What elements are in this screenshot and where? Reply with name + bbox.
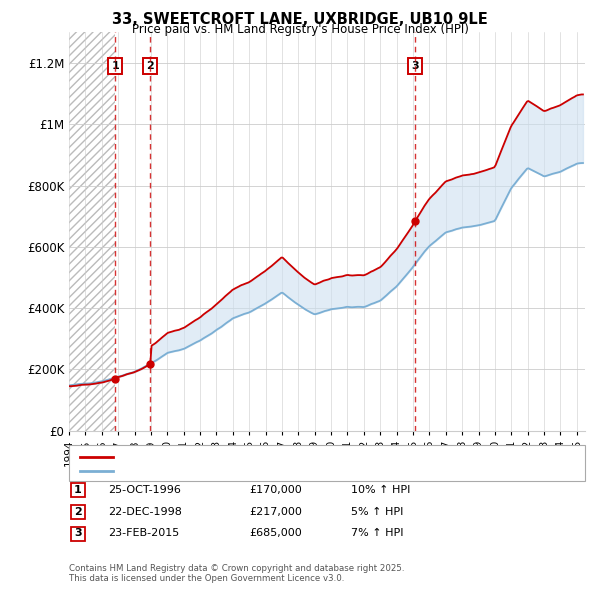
Text: 23-FEB-2015: 23-FEB-2015 xyxy=(108,529,179,538)
Text: 1: 1 xyxy=(112,61,119,71)
Text: £170,000: £170,000 xyxy=(249,485,302,494)
Text: 25-OCT-1996: 25-OCT-1996 xyxy=(108,485,181,494)
Text: Price paid vs. HM Land Registry's House Price Index (HPI): Price paid vs. HM Land Registry's House … xyxy=(131,23,469,36)
Bar xyxy=(69,32,115,431)
Text: 22-DEC-1998: 22-DEC-1998 xyxy=(108,507,182,516)
Text: 2: 2 xyxy=(146,61,154,71)
Text: 10% ↑ HPI: 10% ↑ HPI xyxy=(351,485,410,494)
Text: 7% ↑ HPI: 7% ↑ HPI xyxy=(351,529,404,538)
Text: 33, SWEETCROFT LANE, UXBRIDGE, UB10 9LE: 33, SWEETCROFT LANE, UXBRIDGE, UB10 9LE xyxy=(112,12,488,27)
Text: £685,000: £685,000 xyxy=(249,529,302,538)
Text: HPI: Average price, detached house, Hillingdon: HPI: Average price, detached house, Hill… xyxy=(120,466,365,476)
Text: 3: 3 xyxy=(412,61,419,71)
Text: Contains HM Land Registry data © Crown copyright and database right 2025.
This d: Contains HM Land Registry data © Crown c… xyxy=(69,563,404,583)
Text: £217,000: £217,000 xyxy=(249,507,302,516)
Text: 2: 2 xyxy=(74,507,82,516)
Text: 33, SWEETCROFT LANE, UXBRIDGE, UB10 9LE (detached house): 33, SWEETCROFT LANE, UXBRIDGE, UB10 9LE … xyxy=(120,452,453,462)
Text: 1: 1 xyxy=(74,485,82,494)
Text: 3: 3 xyxy=(74,529,82,538)
Text: 5% ↑ HPI: 5% ↑ HPI xyxy=(351,507,403,516)
